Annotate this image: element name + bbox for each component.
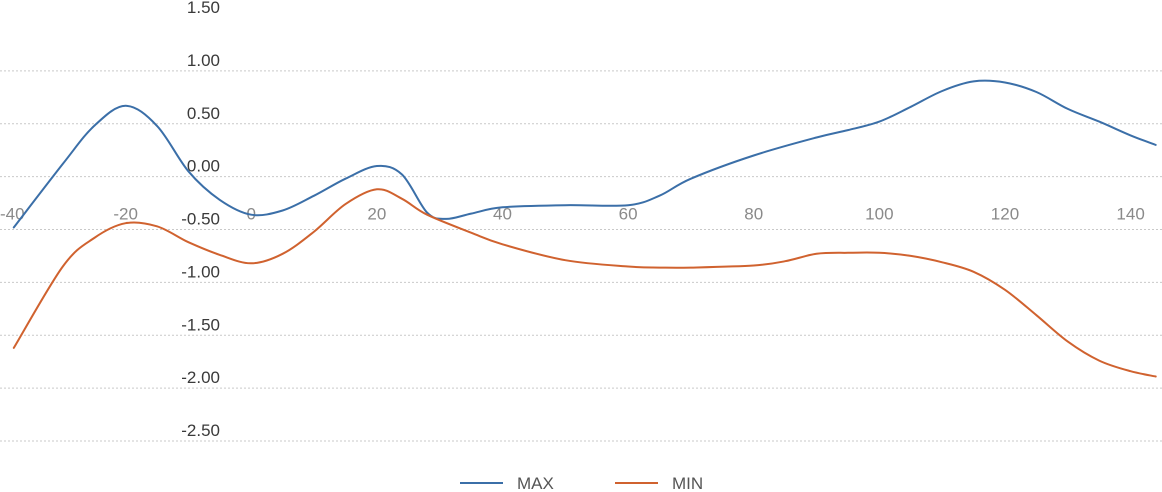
y-tick-label: -2.00 [181,368,220,387]
y-axis-tick-labels: 1.50 1.00 0.50 0.00 -0.50 -1.00 -1.50 -2.00 -2.5… [181,0,220,440]
x-tick-label: 60 [619,205,638,224]
series-line-min [12,188,1157,378]
x-tick-label: 20 [367,205,386,224]
legend: MAX MIN [460,474,703,492]
y-tick-label: -2.50 [181,421,220,440]
y-tick-label: -0.50 [181,210,220,229]
y-tick-label: 0.00 [187,157,220,176]
series-line-max [12,79,1157,229]
legend-label-max: MAX [517,474,554,492]
y-tick-label: -1.00 [181,262,220,281]
legend-label-min: MIN [672,474,703,492]
x-tick-label: 80 [744,205,763,224]
x-tick-label: 120 [991,205,1019,224]
x-tick-label: -20 [113,205,138,224]
x-axis-tick-labels: -40 -20 0 20 40 60 80 100 120 140 [0,205,1145,224]
x-tick-label: -40 [0,205,25,224]
y-tick-label: 1.00 [187,51,220,70]
x-tick-label: 40 [493,205,512,224]
series-lines [12,79,1157,378]
x-tick-label: 140 [1116,205,1144,224]
grid-lines [0,70,1162,442]
y-tick-label: -1.50 [181,315,220,334]
y-tick-label: 0.50 [187,104,220,123]
y-tick-label: 1.50 [187,0,220,17]
x-tick-label: 100 [865,205,893,224]
